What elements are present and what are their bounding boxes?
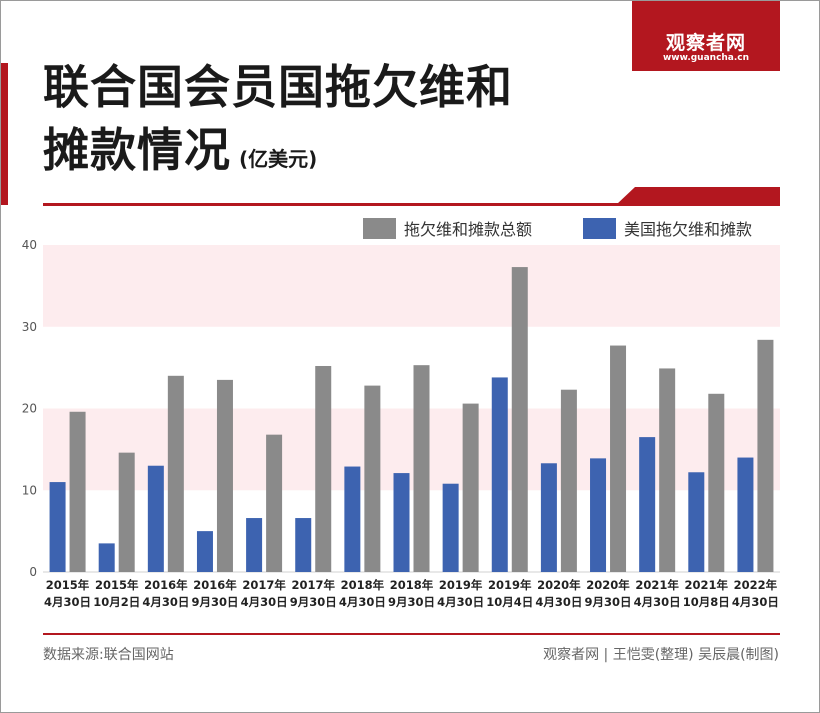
legend-swatch-us <box>583 217 616 239</box>
x-tick-label-year: 2015年 <box>95 578 139 592</box>
bar-chart: 0102030402015年4月30日2015年10月2日2016年4月30日2… <box>22 238 780 609</box>
x-tick-label-date: 9月30日 <box>585 595 632 609</box>
bar-total-10 <box>560 389 577 572</box>
bar-total-3 <box>216 379 233 572</box>
x-tick-label-date: 4月30日 <box>634 595 681 609</box>
x-tick-label-year: 2021年 <box>635 578 679 592</box>
legend-item-us: 美国拖欠维和摊款 <box>583 217 752 239</box>
x-tick-label-year: 2016年 <box>144 578 188 592</box>
x-tick-label-year: 2017年 <box>242 578 286 592</box>
title-line-2: 摊款情况 (亿美元) <box>43 119 513 191</box>
bar-us-10 <box>540 463 557 572</box>
footer-rule <box>43 633 780 635</box>
bar-total-5 <box>315 365 332 572</box>
x-tick-label-date: 9月30日 <box>191 595 238 609</box>
bar-us-11 <box>590 458 607 572</box>
background-band-0 <box>43 408 780 491</box>
y-tick-label: 40 <box>22 238 37 252</box>
unit-label: (亿美元) <box>239 147 318 171</box>
accent-bar <box>1 63 8 205</box>
legend-item-total: 拖欠维和摊款总额 <box>363 217 532 239</box>
legend-label-total: 拖欠维和摊款总额 <box>404 220 533 239</box>
x-tick-label-year: 2015年 <box>46 578 90 592</box>
bar-us-6 <box>344 466 361 572</box>
bar-us-8 <box>442 483 459 572</box>
bar-total-11 <box>610 345 627 572</box>
x-tick-label-date: 10月8日 <box>683 595 730 609</box>
x-tick-label-date: 4月30日 <box>44 595 91 609</box>
x-tick-label-date: 10月4日 <box>486 595 533 609</box>
x-tick-label-year: 2022年 <box>734 578 778 592</box>
bar-us-0 <box>49 482 66 572</box>
x-tick-label-year: 2019年 <box>439 578 483 592</box>
bar-us-13 <box>688 472 705 572</box>
bar-total-14 <box>757 339 774 572</box>
x-tick-label-year: 2020年 <box>586 578 630 592</box>
title-line-1: 联合国会员国拖欠维和 <box>43 60 513 114</box>
bar-total-8 <box>462 403 479 572</box>
bar-total-1 <box>118 452 135 572</box>
y-tick-label: 10 <box>22 483 37 497</box>
x-tick-label-year: 2019年 <box>488 578 532 592</box>
credits: 观察者网 | 王恺雯(整理) 吴辰晨(制图) <box>543 647 779 663</box>
title-line-2-text: 摊款情况 <box>43 123 231 177</box>
bar-us-2 <box>147 465 164 572</box>
bar-total-0 <box>69 411 86 572</box>
header-wedge <box>617 187 780 204</box>
x-tick-label-year: 2018年 <box>341 578 385 592</box>
x-tick-label-date: 4月30日 <box>339 595 386 609</box>
y-tick-label: 30 <box>22 320 37 334</box>
legend-swatch-total <box>363 217 396 239</box>
bar-us-7 <box>393 473 410 572</box>
header-rule <box>43 203 780 206</box>
bar-us-12 <box>639 437 656 572</box>
y-tick-label: 20 <box>22 402 37 416</box>
x-tick-label-year: 2016年 <box>193 578 237 592</box>
x-tick-label-year: 2017年 <box>291 578 335 592</box>
x-tick-label-year: 2018年 <box>390 578 434 592</box>
bar-total-7 <box>413 365 430 572</box>
x-tick-label-date: 4月30日 <box>535 595 582 609</box>
x-tick-label-year: 2020年 <box>537 578 581 592</box>
x-tick-label-date: 4月30日 <box>142 595 189 609</box>
bar-us-4 <box>246 518 263 572</box>
bar-us-14 <box>737 457 754 572</box>
x-tick-label-date: 4月30日 <box>732 595 779 609</box>
x-tick-label-year: 2021年 <box>685 578 729 592</box>
chart-title: 联合国会员国拖欠维和 摊款情况 (亿美元) <box>43 56 513 191</box>
bar-total-9 <box>511 267 528 572</box>
brand-url: www.guancha.cn <box>662 53 750 63</box>
data-source: 数据来源:联合国网站 <box>43 647 174 663</box>
bar-us-3 <box>196 531 213 572</box>
bar-us-1 <box>98 543 115 572</box>
bar-total-4 <box>266 434 283 572</box>
bar-total-12 <box>659 368 676 572</box>
x-tick-label-date: 9月30日 <box>290 595 337 609</box>
x-tick-label-date: 4月30日 <box>241 595 288 609</box>
x-tick-label-date: 4月30日 <box>437 595 484 609</box>
bar-total-2 <box>167 375 184 572</box>
x-tick-label-date: 10月2日 <box>93 595 140 609</box>
brand-logo: 观察者网 www.guancha.cn <box>632 1 780 71</box>
x-tick-label-date: 9月30日 <box>388 595 435 609</box>
legend-label-us: 美国拖欠维和摊款 <box>624 220 753 239</box>
bar-us-9 <box>491 377 508 572</box>
y-tick-label: 0 <box>29 565 37 579</box>
bar-total-13 <box>708 393 725 572</box>
bar-us-5 <box>295 518 312 572</box>
background-band-1 <box>43 245 780 327</box>
brand-name: 观察者网 <box>665 32 746 54</box>
bar-total-6 <box>364 385 381 572</box>
